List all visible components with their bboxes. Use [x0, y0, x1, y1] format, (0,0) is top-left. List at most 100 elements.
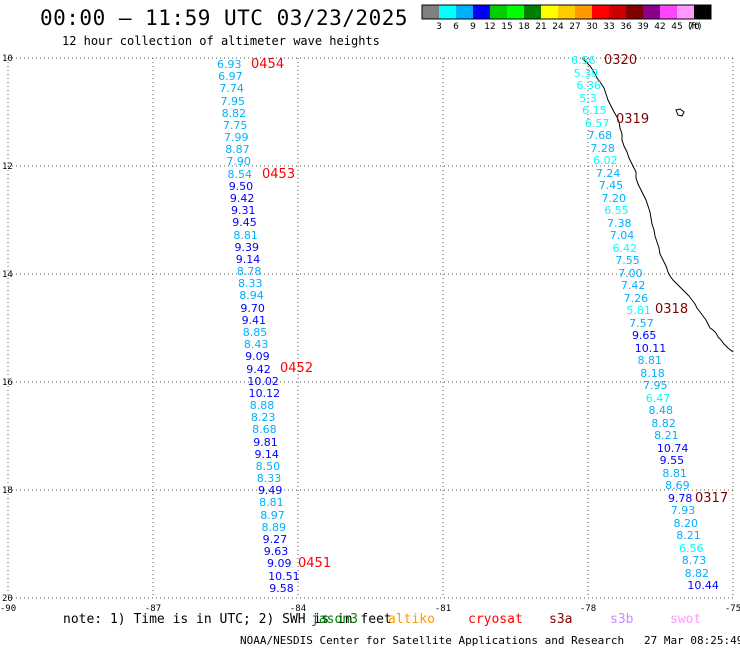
wave-height-label: 7.99 — [224, 131, 249, 145]
lat-tick-label: 18 — [2, 486, 13, 496]
wave-height-label: 8.88 — [249, 399, 275, 413]
wave-height-label: 5.39 — [573, 66, 599, 80]
lat-tick-label: 10 — [2, 54, 13, 64]
legend-swatch — [592, 5, 609, 19]
pass-time-label: 0452 — [280, 361, 314, 376]
wave-height-label: 8.73 — [681, 554, 707, 567]
lon-tick-label: -90 — [0, 604, 16, 614]
wave-height-label: 7.93 — [670, 504, 696, 517]
legend-tick-label: 45 — [671, 22, 682, 32]
wave-height-label: 9.42 — [246, 362, 271, 376]
legend-tick-label: 42 — [654, 22, 665, 32]
wave-height-label: 8.82 — [684, 566, 710, 580]
chart-title: 00:00 – 11:59 UTC 03/23/2025 — [40, 6, 409, 30]
wave-height-label: 8.33 — [238, 277, 263, 291]
lat-tick-label: 14 — [2, 270, 13, 280]
legend-swatch — [575, 5, 592, 19]
wave-height-label: 8.81 — [637, 354, 662, 367]
wave-height-label: 7.95 — [643, 379, 668, 392]
wave-height-label: 9.14 — [254, 447, 279, 461]
satellite-legend-item: jason3 — [311, 612, 358, 627]
legend-swatch — [524, 5, 541, 19]
wave-height-label: 9.65 — [631, 329, 657, 342]
wave-height-label: 6.97 — [218, 70, 243, 84]
wave-height-label: 9.31 — [231, 204, 256, 218]
satellite-legend-item: altiko — [388, 612, 435, 627]
pass-time-label: 0454 — [251, 57, 285, 72]
wave-height-label: 8.89 — [261, 520, 286, 534]
legend-swatch — [558, 5, 575, 19]
generated-timestamp: 27 Mar 08:25:49 UTC 2025 — [643, 634, 740, 647]
wave-height-label: 8.81 — [233, 228, 258, 242]
lon-tick-label: -84 — [290, 604, 306, 614]
pass-time-label: 0451 — [298, 556, 332, 571]
wave-height-label: 8.50 — [255, 459, 281, 473]
wave-height-label: 8.33 — [256, 472, 282, 486]
wave-height-label: 9.39 — [234, 240, 260, 254]
legend-unit-label: (ft) — [688, 22, 702, 32]
wave-height-label: 7.90 — [226, 155, 251, 169]
legend-tick-label: 70 — [688, 22, 700, 32]
wave-height-label: 6.47 — [645, 391, 671, 405]
wave-height-label: 8.21 — [654, 429, 679, 442]
satellite-legend-item: cryosat — [468, 612, 523, 627]
wave-height-label: 8.23 — [250, 411, 276, 425]
wave-height-label: 6.15 — [582, 104, 607, 117]
legend-tick-label: 36 — [620, 22, 632, 32]
legend-tick-label: 18 — [518, 22, 530, 32]
wave-height-label: 8.82 — [651, 416, 676, 430]
wave-height-label: 9.42 — [229, 191, 255, 205]
wave-height-label: 7.74 — [219, 82, 244, 96]
wave-height-label: 6.42 — [612, 241, 638, 255]
satellite-legend-item: s3b — [610, 612, 634, 627]
island-path — [675, 108, 685, 117]
pass-time-label: 0320 — [604, 53, 638, 68]
wave-height-label: 10.11 — [634, 341, 667, 355]
pass-time-label: 0319 — [616, 112, 650, 127]
wave-height-label: 8.97 — [260, 508, 285, 522]
wave-height-label: 8.43 — [243, 338, 269, 352]
wave-height-label: 9.09 — [266, 557, 292, 571]
wave-height-label: 10.74 — [656, 441, 689, 455]
footnote: note: 1) Time is in UTC; 2) SWH is in fe… — [63, 612, 392, 627]
wave-height-label: 8.94 — [239, 289, 264, 303]
legend-swatch — [660, 5, 677, 19]
chart-subtitle: 12 hour collection of altimeter wave hei… — [62, 34, 380, 48]
legend-frame — [421, 4, 712, 20]
legend-swatch — [507, 5, 524, 19]
legend-tick-label: 24 — [552, 22, 564, 32]
wave-height-label: 9.14 — [235, 252, 261, 266]
wave-height-label: 9.81 — [253, 435, 278, 449]
wave-height-label: 10.12 — [248, 386, 281, 400]
wave-height-label: 9.58 — [269, 581, 294, 595]
wave-height-label: 7.24 — [595, 166, 621, 180]
legend-tick-label: 12 — [484, 22, 495, 32]
wave-height-label: 6.55 — [604, 204, 629, 217]
wave-height-label: 9.49 — [257, 484, 283, 498]
legend-swatch — [490, 5, 507, 19]
wave-height-label: 8.85 — [242, 325, 268, 339]
wave-height-label: 8.78 — [236, 265, 262, 279]
wave-height-label: 7.68 — [587, 129, 613, 142]
wave-height-label: 7.75 — [222, 118, 248, 132]
wave-height-label: 7.45 — [598, 179, 624, 192]
lon-tick-label: -81 — [435, 604, 451, 614]
legend-swatch — [626, 5, 643, 19]
wave-height-label: 5.3 — [579, 91, 597, 105]
wave-height-label: 9.78 — [667, 491, 693, 505]
wave-height-label: 8.87 — [225, 143, 250, 157]
wave-height-label: 7.95 — [220, 94, 246, 108]
legend-swatch — [439, 5, 456, 19]
credit-footer: NOAA/NESDIS Center for Satellite Applica… — [240, 634, 740, 647]
wave-height-label: 5.81 — [626, 304, 651, 317]
legend-tick-label: 33 — [603, 22, 614, 32]
wave-height-label: 8.18 — [640, 366, 665, 380]
wave-height-label: 8.68 — [252, 423, 277, 437]
wave-height-label: 9.09 — [245, 350, 270, 364]
legend-tick-label: 9 — [470, 22, 476, 32]
pass-time-label: 0453 — [262, 167, 296, 182]
lon-tick-label: -75 — [725, 604, 740, 614]
wave-height-label: 8.69 — [665, 479, 690, 492]
